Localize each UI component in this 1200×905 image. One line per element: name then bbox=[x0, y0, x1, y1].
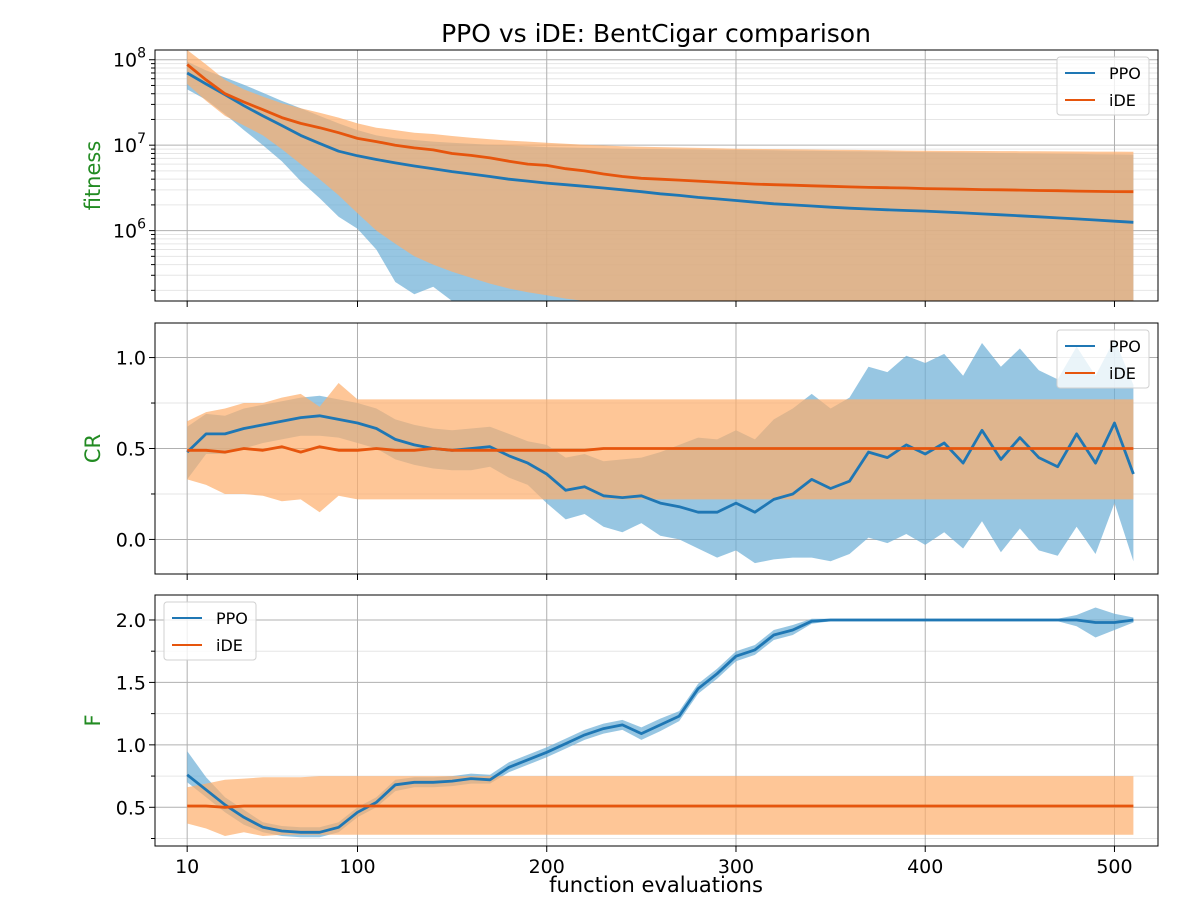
subplot-F: 0.5 1.0 1.5 2.0 10 100 200 300 400 500 F PPO iDE bbox=[81, 594, 1159, 878]
line-ide bbox=[186, 63, 1134, 194]
x-tick-label: 10 bbox=[175, 856, 199, 878]
x-tick-label: 500 bbox=[1096, 856, 1132, 878]
x-tick-label: 400 bbox=[907, 856, 943, 878]
plot-area bbox=[186, 50, 1134, 301]
legend: PPO iDE bbox=[163, 601, 257, 661]
legend: PPO iDE bbox=[1056, 329, 1150, 389]
y-tick-label: 108 bbox=[113, 46, 146, 72]
band-ide bbox=[187, 50, 1134, 301]
y-tick-label: 0.0 bbox=[116, 529, 146, 551]
x-tick-label: 300 bbox=[718, 856, 754, 878]
legend-label-ppo: PPO bbox=[1109, 64, 1141, 83]
y-tick-label: 0.5 bbox=[116, 439, 146, 461]
x-ticks bbox=[186, 574, 1115, 580]
plot-area bbox=[186, 607, 1134, 838]
line-ppo bbox=[186, 71, 1134, 224]
y-tick-label: 0.5 bbox=[116, 797, 146, 819]
band-ppo bbox=[187, 339, 1134, 564]
x-ticks: 10 100 200 300 400 500 bbox=[175, 846, 1133, 878]
x-ticks bbox=[186, 301, 1115, 307]
line-ide bbox=[187, 445, 1134, 454]
y-axis-label: fitness bbox=[81, 141, 105, 211]
x-tick-label: 100 bbox=[339, 856, 375, 878]
y-axis-label: CR bbox=[81, 434, 105, 463]
chart-title: PPO vs iDE: BentCigar comparison bbox=[441, 19, 871, 48]
x-axis-label: function evaluations bbox=[549, 873, 763, 897]
legend-label-ide: iDE bbox=[1109, 364, 1136, 383]
y-ticks: 106 107 108 bbox=[113, 46, 155, 243]
subplot-CR: 0.0 0.5 1.0 CR PPO iDE bbox=[81, 322, 1159, 580]
y-tick-label: 1.0 bbox=[116, 348, 146, 370]
legend-label-ide: iDE bbox=[216, 636, 243, 655]
y-tick-label: 1.5 bbox=[116, 672, 146, 694]
x-tick-label: 200 bbox=[529, 856, 565, 878]
legend-label-ppo: PPO bbox=[216, 609, 248, 628]
legend-label-ppo: PPO bbox=[1109, 337, 1141, 356]
subplots: 106107108fitnessPPOiDE0.00.51.0CRPPOiDE0… bbox=[81, 46, 1159, 878]
y-ticks: 0.0 0.5 1.0 bbox=[116, 348, 155, 551]
plot-area bbox=[186, 339, 1135, 564]
line-ide bbox=[187, 804, 1134, 809]
y-tick-label: 106 bbox=[113, 217, 146, 243]
y-tick-label: 2.0 bbox=[116, 610, 146, 632]
y-tick-label: 107 bbox=[113, 131, 146, 157]
line-ppo bbox=[186, 618, 1134, 834]
axes-frame bbox=[154, 594, 1159, 847]
legend: PPO iDE bbox=[1056, 56, 1150, 116]
legend-label-ide: iDE bbox=[1109, 91, 1136, 110]
y-tick-label: 1.0 bbox=[116, 735, 146, 757]
minor-gridlines bbox=[151, 650, 1158, 840]
line-ppo bbox=[186, 414, 1135, 514]
y-ticks: 0.5 1.0 1.5 2.0 bbox=[116, 610, 155, 819]
y-axis-label: F bbox=[81, 714, 105, 726]
subplot-fitness: 106 107 108 fitness PPO iDE bbox=[81, 46, 1159, 307]
axes-frame bbox=[154, 49, 1159, 302]
